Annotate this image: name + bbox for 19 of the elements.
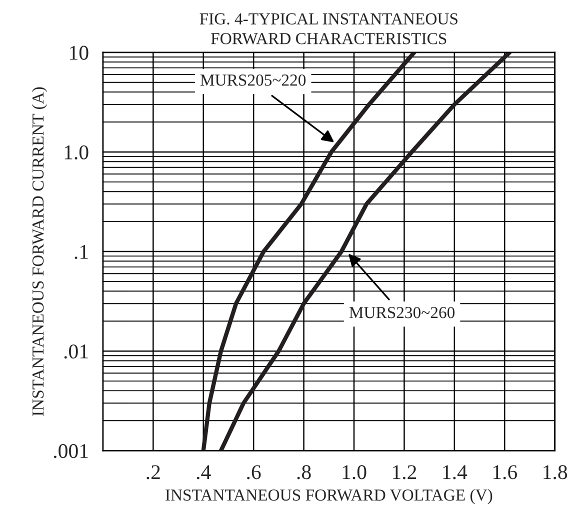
x-tick-label: 1.6 (493, 465, 518, 480)
x-tick-label: .2 (146, 465, 160, 480)
y-tick-label: .001 (54, 444, 88, 458)
y-axis-title: INSTANTANEOUS FORWARD CURRENT (A) (32, 87, 48, 416)
x-tick-label: .8 (297, 465, 311, 480)
x-tick-label: 1.8 (544, 465, 568, 480)
annotation: MURS230~260 (349, 306, 455, 318)
annotation: MURS205~220 (200, 74, 306, 86)
x-tick-label: .6 (247, 465, 261, 480)
x-tick-label: 1.2 (393, 465, 416, 480)
x-tick-label: 1.4 (443, 465, 468, 480)
y-tick-label: 10 (70, 46, 88, 60)
x-axis-title: INSTANTANEOUS FORWARD VOLTAGE (V) (166, 488, 492, 504)
y-tick-label: .01 (64, 344, 88, 359)
x-tick-label: .4 (196, 465, 211, 480)
x-tick-label: 1.0 (342, 465, 366, 480)
y-tick-label: 1.0 (64, 145, 88, 160)
chart-title: FIG. 4-TYPICAL INSTANTANEOUS FORWARD CHARACTERISTICS (200, 13, 458, 44)
y-tick-label: .1 (74, 244, 88, 260)
